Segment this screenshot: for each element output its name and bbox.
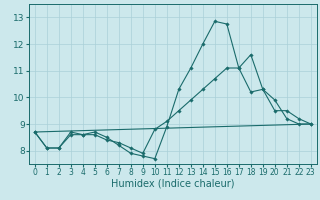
X-axis label: Humidex (Indice chaleur): Humidex (Indice chaleur) [111, 179, 235, 189]
